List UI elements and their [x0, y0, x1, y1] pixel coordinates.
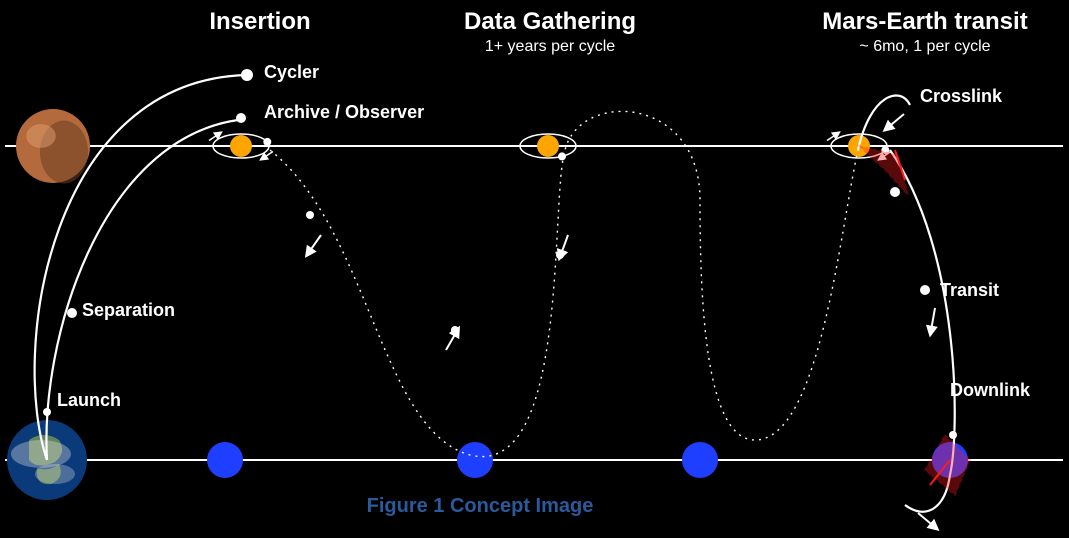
label-downlink: Downlink: [950, 380, 1030, 401]
figure-caption: Figure 1 Concept Image: [330, 495, 630, 518]
label-launch: Launch: [57, 390, 121, 411]
subheader-transit: ~ 6mo, 1 per cycle: [790, 38, 1060, 56]
label-archive: Archive / Observer: [264, 102, 424, 123]
label-separation: Separation: [82, 300, 175, 321]
header-transit: Mars-Earth transit: [790, 8, 1060, 36]
diagram-stage: Insertion Data Gathering 1+ years per cy…: [0, 0, 1069, 538]
label-crosslink: Crosslink: [920, 86, 1002, 107]
label-transit: Transit: [940, 280, 999, 301]
header-gathering: Data Gathering: [420, 8, 680, 36]
subheader-gathering: 1+ years per cycle: [420, 38, 680, 56]
header-insertion: Insertion: [150, 8, 370, 36]
label-cycler: Cycler: [264, 62, 319, 83]
diagram-svg: [0, 0, 1069, 538]
